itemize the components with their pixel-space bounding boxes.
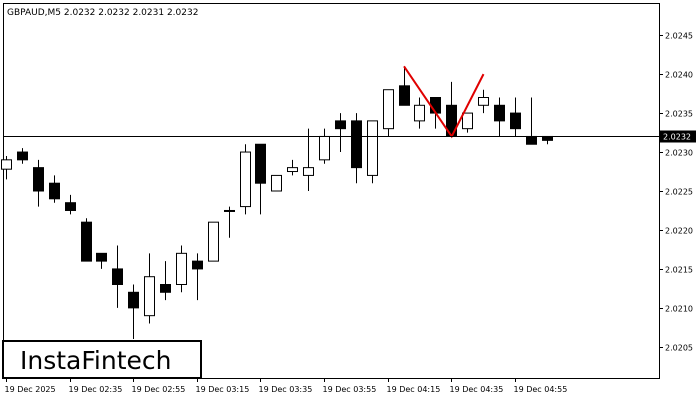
candle bbox=[494, 97, 505, 137]
candle-body-bear bbox=[33, 167, 44, 192]
candle bbox=[255, 143, 266, 215]
x-tick-label: 19 Dec 04:35 bbox=[450, 385, 504, 394]
candle bbox=[287, 159, 298, 176]
candle-body-bull bbox=[303, 167, 314, 176]
candle bbox=[271, 174, 282, 192]
candle-body-bull bbox=[224, 209, 235, 212]
candle bbox=[510, 97, 521, 137]
candle-body-bear bbox=[399, 85, 410, 106]
candle-body-bull bbox=[240, 151, 251, 208]
candle-body-bear bbox=[494, 104, 505, 122]
x-tick-label: 19 Dec 02:55 bbox=[132, 385, 186, 394]
candle-body-bear bbox=[192, 260, 203, 270]
candle bbox=[81, 218, 92, 262]
candle bbox=[1, 155, 12, 180]
y-tick-label: 2.0215 bbox=[665, 266, 693, 275]
x-axis: 19 Dec 2025 19 Dec 02:35 19 Dec 02:55 19 De… bbox=[5, 378, 568, 394]
candle bbox=[17, 148, 28, 164]
candle-body-bear bbox=[255, 143, 266, 184]
current-price-tag: 2.0232 bbox=[660, 130, 696, 143]
instafintech-logo: InstaFintech bbox=[2, 340, 202, 379]
candle bbox=[112, 245, 123, 308]
candle bbox=[303, 128, 314, 191]
x-tick-label: 19 Dec 03:55 bbox=[323, 385, 377, 394]
candle bbox=[49, 175, 60, 203]
candle-body-bull bbox=[462, 112, 473, 130]
candle-body-bear bbox=[96, 252, 107, 262]
candle bbox=[176, 245, 187, 293]
y-tick-label: 2.0225 bbox=[665, 188, 693, 197]
candle-body-bull bbox=[208, 221, 219, 262]
x-tick-label: 19 Dec 04:15 bbox=[387, 385, 441, 394]
y-tick-label: 2.0220 bbox=[665, 227, 693, 236]
y-axis: 2.0245 2.0240 2.0235 2.0230 2.0225 2.0220 2.02… bbox=[659, 32, 696, 353]
current-price-tag-label: 2.0232 bbox=[663, 133, 691, 142]
candle-body-bull bbox=[287, 167, 298, 173]
candle-body-bull bbox=[271, 174, 282, 192]
candle-body-bear bbox=[65, 202, 76, 211]
candle bbox=[478, 89, 489, 114]
candle-body-bull bbox=[1, 159, 12, 170]
candle-body-bear bbox=[160, 284, 171, 293]
candle-body-bull bbox=[478, 97, 489, 106]
x-tick-label: 19 Dec 03:35 bbox=[259, 385, 313, 394]
logo-text: InstaFintech bbox=[20, 346, 172, 375]
candle bbox=[383, 89, 394, 137]
x-tick-label: 19 Dec 2025 bbox=[5, 385, 56, 394]
candle bbox=[240, 144, 251, 215]
candle-body-bull bbox=[414, 104, 425, 122]
y-tick-label: 2.0240 bbox=[665, 71, 693, 80]
candle-body-bull bbox=[367, 120, 378, 176]
candle-body-bear bbox=[430, 97, 441, 114]
y-tick-label: 2.0205 bbox=[665, 344, 693, 353]
x-tick-label: 19 Dec 02:35 bbox=[69, 385, 123, 394]
symbol-quote-line: GBPAUD,M5 2.0232 2.0232 2.0231 2.0232 bbox=[7, 8, 198, 18]
candle bbox=[33, 159, 44, 207]
candle-body-bull bbox=[383, 89, 394, 130]
candle bbox=[367, 120, 378, 184]
x-tick-label: 19 Dec 03:15 bbox=[196, 385, 250, 394]
logo-box bbox=[2, 340, 202, 379]
candle-body-bear bbox=[526, 135, 537, 145]
y-tick-label: 2.0235 bbox=[665, 110, 693, 119]
candle-body-bear bbox=[351, 120, 362, 169]
candle bbox=[351, 113, 362, 184]
y-tick-label: 2.0210 bbox=[665, 305, 693, 314]
current-price-tag-bg bbox=[660, 130, 696, 143]
candle bbox=[96, 252, 107, 269]
candle-body-bear bbox=[542, 135, 553, 141]
candle bbox=[192, 253, 203, 301]
candle-body-bull bbox=[144, 276, 155, 317]
candle-body-bear bbox=[49, 182, 60, 200]
candle bbox=[160, 261, 171, 301]
candle bbox=[462, 112, 473, 133]
candle-body-bear bbox=[510, 112, 521, 130]
candle bbox=[208, 221, 219, 262]
candle bbox=[335, 113, 346, 153]
candle bbox=[224, 206, 235, 238]
candle bbox=[144, 253, 155, 324]
candle-body-bear bbox=[335, 120, 346, 130]
y-tick-label: 2.0230 bbox=[665, 149, 693, 158]
candle-body-bear bbox=[81, 221, 92, 262]
y-tick-label: 2.0245 bbox=[665, 32, 693, 41]
candle bbox=[414, 97, 425, 129]
candle-body-bear bbox=[17, 151, 28, 161]
plot-frame bbox=[3, 3, 660, 379]
candle bbox=[128, 284, 139, 340]
candle bbox=[65, 194, 76, 215]
candle-body-bear bbox=[128, 291, 139, 309]
candle-body-bull bbox=[319, 135, 330, 161]
x-tick-label: 19 Dec 04:55 bbox=[514, 385, 568, 394]
candle-body-bear bbox=[112, 268, 123, 285]
candle-body-bull bbox=[176, 252, 187, 285]
candle bbox=[399, 66, 410, 106]
